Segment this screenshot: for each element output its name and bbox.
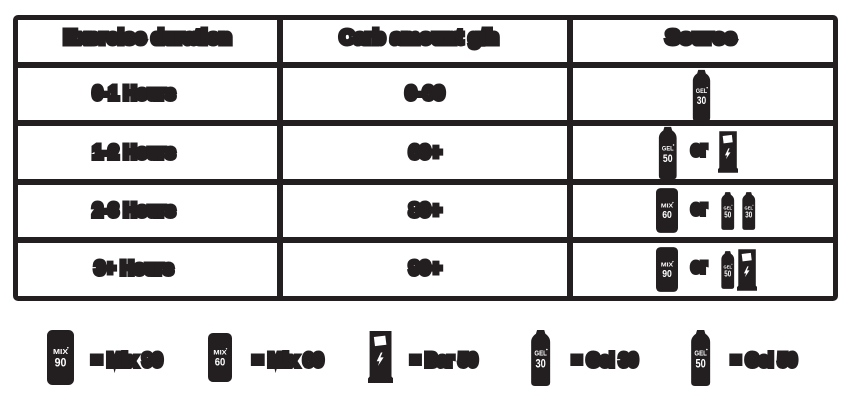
svg-text:MIX: MIX xyxy=(661,204,673,210)
svg-text:50: 50 xyxy=(663,153,673,165)
svg-text:50: 50 xyxy=(724,269,731,278)
svg-text:GEL: GEL xyxy=(662,146,674,153)
svg-text:GEL: GEL xyxy=(534,351,547,358)
svg-text:50: 50 xyxy=(695,357,706,371)
svg-text:GEL: GEL xyxy=(696,88,708,95)
svg-text:90: 90 xyxy=(55,356,67,370)
svg-text:GEL: GEL xyxy=(723,205,732,210)
svg-text:GEL: GEL xyxy=(694,351,707,358)
svg-text:50: 50 xyxy=(724,210,731,219)
svg-text:GEL: GEL xyxy=(723,264,732,269)
svg-text:MIX: MIX xyxy=(213,349,227,356)
svg-text:30: 30 xyxy=(535,357,546,371)
svg-text:GEL: GEL xyxy=(744,205,753,210)
svg-text:60: 60 xyxy=(214,357,225,369)
svg-text:MIX: MIX xyxy=(53,349,68,356)
svg-text:30: 30 xyxy=(697,95,706,107)
svg-text:MIX: MIX xyxy=(661,263,673,269)
svg-text:90: 90 xyxy=(662,269,672,280)
svg-text:60: 60 xyxy=(662,210,672,221)
svg-text:30: 30 xyxy=(745,210,752,219)
